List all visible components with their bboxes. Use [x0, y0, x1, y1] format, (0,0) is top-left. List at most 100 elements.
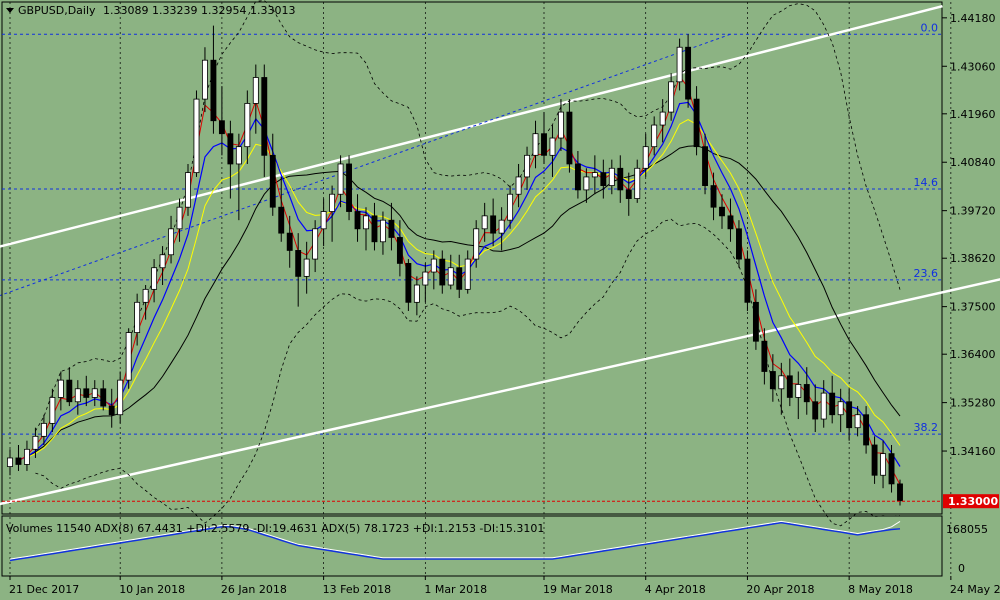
candle-body — [142, 288, 149, 303]
candle-body — [863, 414, 870, 446]
candle-body — [541, 133, 547, 156]
candle-body — [795, 384, 802, 398]
candle-body — [439, 258, 446, 286]
candle-body — [337, 163, 344, 195]
price-tick-label: 1.38620 — [950, 252, 996, 265]
candle-body — [829, 392, 836, 416]
candles — [7, 25, 903, 506]
candle-body — [820, 392, 827, 420]
channel-line — [0, 278, 1000, 506]
time-tick-label: 10 Jan 2018 — [119, 583, 185, 596]
candle-body — [778, 375, 785, 390]
candle-body — [625, 189, 632, 199]
candle-body — [668, 81, 675, 113]
price-tick-label: 1.44180 — [950, 12, 996, 25]
candle-body — [134, 301, 141, 333]
symbol-label: GBPUSD,Daily — [18, 4, 96, 17]
candle-body — [193, 98, 200, 174]
candle-body — [100, 388, 107, 407]
candle-body — [218, 120, 225, 135]
candle-body — [227, 133, 234, 165]
indicator-pane-frame — [1, 515, 943, 577]
candle-body — [837, 401, 844, 416]
candle-body — [210, 59, 217, 122]
candle-body — [363, 215, 369, 230]
ohlc-readout: 1.33089 1.33239 1.32954 1.33013 — [103, 4, 295, 17]
candle-body — [676, 46, 683, 83]
time-tick-label: 26 Jan 2018 — [221, 583, 287, 596]
candle-body — [803, 384, 810, 403]
candle-body — [702, 146, 708, 186]
candle-body — [252, 77, 259, 104]
candle-body — [473, 228, 480, 260]
candle-body — [456, 267, 463, 290]
candle-body — [736, 228, 742, 260]
trend-channel — [0, 4, 1000, 506]
candle-body — [574, 163, 581, 191]
candle-body — [83, 388, 90, 398]
candle-body — [532, 133, 539, 156]
candle-body — [295, 250, 302, 277]
candle-body — [769, 371, 776, 390]
price-tick-label: 1.39720 — [950, 205, 996, 218]
candle-body — [481, 215, 488, 230]
price-axis: 1.44180 1.43060 1.41960 1.40840 1.39720 1.386… — [942, 12, 996, 458]
candle-body — [346, 163, 352, 212]
candle-body — [74, 388, 81, 403]
symbol-menu-icon[interactable] — [6, 8, 14, 13]
ma-black — [26, 145, 901, 458]
candle-body — [40, 422, 47, 437]
candle-body — [752, 301, 759, 342]
volume-axis-label: 168055 — [946, 523, 988, 536]
candle-body — [15, 457, 22, 465]
candle-body — [693, 98, 700, 148]
candle-body — [846, 401, 853, 429]
time-tick-label: 4 Apr 2018 — [645, 583, 706, 596]
candle-body — [57, 379, 64, 398]
candle-body — [515, 176, 522, 195]
candle-body — [812, 401, 819, 420]
candle-body — [685, 46, 692, 100]
price-tick-label: 1.40840 — [950, 156, 996, 169]
candle-body — [269, 154, 276, 208]
candle-body — [786, 375, 793, 398]
candle-body — [880, 453, 886, 476]
time-tick-label: 13 Feb 2018 — [323, 583, 391, 596]
candle-body — [744, 258, 751, 303]
candle-body — [854, 414, 861, 429]
time-axis: 21 Dec 2017 10 Jan 2018 26 Jan 2018 13 Feb … — [9, 576, 1000, 596]
channel-line — [0, 4, 943, 248]
candle-body — [498, 219, 505, 234]
fib-level-label: 14.6 — [914, 176, 939, 189]
fib-level-label: 0.0 — [921, 21, 939, 34]
candle-body — [761, 340, 768, 372]
candle-body — [235, 146, 242, 165]
time-tick-label: 21 Dec 2017 — [9, 583, 79, 596]
candle-body — [380, 219, 386, 243]
candle-body — [176, 206, 183, 230]
candle-body — [125, 332, 132, 381]
candle-body — [117, 379, 124, 416]
indicator-readout: Volumes 11540 ADX(8) 67.4431 +DI:2.5579 … — [6, 522, 544, 535]
candle-body — [49, 397, 56, 424]
volume-zero-label: 0 — [958, 562, 965, 575]
candle-body — [659, 111, 666, 126]
time-tick-label: 8 May 2018 — [848, 583, 913, 596]
candle-body — [430, 258, 437, 273]
candle-body — [549, 137, 556, 156]
price-tick-label: 1.43060 — [950, 60, 996, 73]
candle-body — [871, 444, 878, 476]
candle-body — [7, 457, 13, 468]
candle-body — [244, 103, 251, 148]
candle-body — [617, 167, 624, 191]
adx8-line — [9, 521, 901, 562]
candle-body — [634, 167, 641, 199]
candle-body — [608, 167, 615, 186]
time-tick-label: 1 Mar 2018 — [424, 583, 487, 596]
candle-body — [24, 448, 30, 465]
candle-body — [286, 232, 293, 251]
candle-body — [168, 228, 174, 256]
candle-body — [108, 405, 115, 416]
fib-level-label: 23.6 — [914, 267, 939, 280]
